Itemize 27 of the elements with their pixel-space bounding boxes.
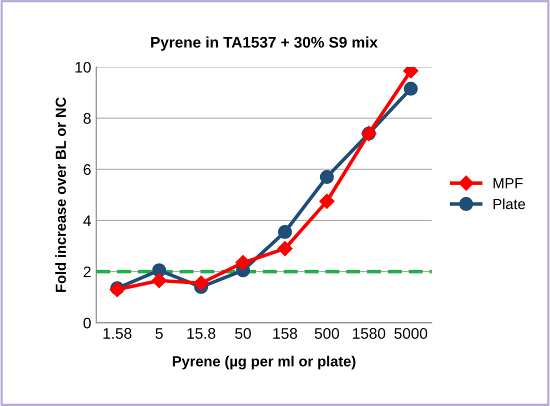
point [278, 225, 292, 239]
x-tick-label: 500 [314, 328, 340, 339]
x-tick-label: 158 [273, 328, 298, 339]
y-axis-title: Fold increase over BL or NC [55, 97, 66, 292]
y-tick-label: 6 [84, 164, 91, 175]
x-tick-label: 1580 [353, 328, 386, 339]
x-tick-label: 5 [156, 328, 163, 339]
y-tick-label: 10 [76, 62, 91, 73]
point [277, 241, 293, 256]
point [235, 255, 251, 270]
legend-label: Plate [494, 198, 526, 210]
legend-label: MPF [494, 178, 523, 188]
point [404, 82, 418, 96]
x-axis-title: Pyrene (µg per ml or plate) [172, 356, 356, 370]
y-tick-label: 4 [83, 215, 91, 226]
x-tick-label: 15.8 [187, 328, 216, 339]
chart-title: Pyrene in TA1537 + 30% S9 mix [151, 36, 378, 51]
y-tick-label: 8 [84, 113, 91, 124]
point [194, 276, 209, 291]
y-tick-label: 2 [84, 266, 91, 278]
point [152, 272, 167, 288]
x-tick-label: 1.58 [104, 328, 132, 339]
point [320, 170, 334, 184]
y-tick-label: 0 [83, 318, 91, 328]
x-tick-label: 50 [235, 328, 251, 339]
x-tick-label: 5000 [394, 328, 428, 339]
point [319, 194, 334, 209]
